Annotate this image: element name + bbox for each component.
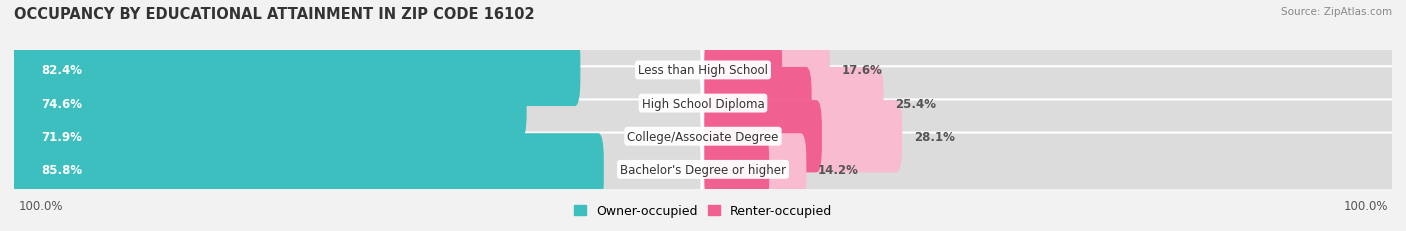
- FancyBboxPatch shape: [8, 134, 603, 206]
- FancyBboxPatch shape: [8, 68, 527, 140]
- Text: 85.8%: 85.8%: [42, 163, 83, 176]
- FancyBboxPatch shape: [8, 133, 702, 206]
- FancyBboxPatch shape: [8, 101, 508, 173]
- FancyBboxPatch shape: [8, 67, 702, 140]
- Text: Less than High School: Less than High School: [638, 64, 768, 77]
- Text: Bachelor's Degree or higher: Bachelor's Degree or higher: [620, 163, 786, 176]
- Text: 100.0%: 100.0%: [1343, 199, 1388, 212]
- Text: OCCUPANCY BY EDUCATIONAL ATTAINMENT IN ZIP CODE 16102: OCCUPANCY BY EDUCATIONAL ATTAINMENT IN Z…: [14, 7, 534, 22]
- FancyBboxPatch shape: [704, 35, 830, 106]
- Text: 14.2%: 14.2%: [818, 163, 859, 176]
- FancyBboxPatch shape: [8, 35, 581, 106]
- Text: Source: ZipAtlas.com: Source: ZipAtlas.com: [1281, 7, 1392, 17]
- FancyBboxPatch shape: [704, 134, 769, 206]
- Text: 82.4%: 82.4%: [42, 64, 83, 77]
- Legend: Owner-occupied, Renter-occupied: Owner-occupied, Renter-occupied: [568, 200, 838, 222]
- FancyBboxPatch shape: [704, 68, 811, 140]
- FancyBboxPatch shape: [8, 100, 702, 173]
- Text: 100.0%: 100.0%: [18, 199, 63, 212]
- FancyBboxPatch shape: [704, 101, 903, 173]
- FancyBboxPatch shape: [704, 67, 1398, 140]
- Text: High School Diploma: High School Diploma: [641, 97, 765, 110]
- FancyBboxPatch shape: [704, 34, 1398, 107]
- Text: 25.4%: 25.4%: [896, 97, 936, 110]
- FancyBboxPatch shape: [704, 101, 823, 173]
- FancyBboxPatch shape: [704, 100, 1398, 173]
- FancyBboxPatch shape: [704, 133, 1398, 206]
- FancyBboxPatch shape: [704, 35, 782, 106]
- FancyBboxPatch shape: [8, 34, 702, 107]
- Text: 17.6%: 17.6%: [841, 64, 883, 77]
- Text: College/Associate Degree: College/Associate Degree: [627, 130, 779, 143]
- Text: 71.9%: 71.9%: [42, 130, 83, 143]
- FancyBboxPatch shape: [704, 68, 883, 140]
- FancyBboxPatch shape: [704, 134, 807, 206]
- Text: 28.1%: 28.1%: [914, 130, 955, 143]
- Text: 74.6%: 74.6%: [42, 97, 83, 110]
